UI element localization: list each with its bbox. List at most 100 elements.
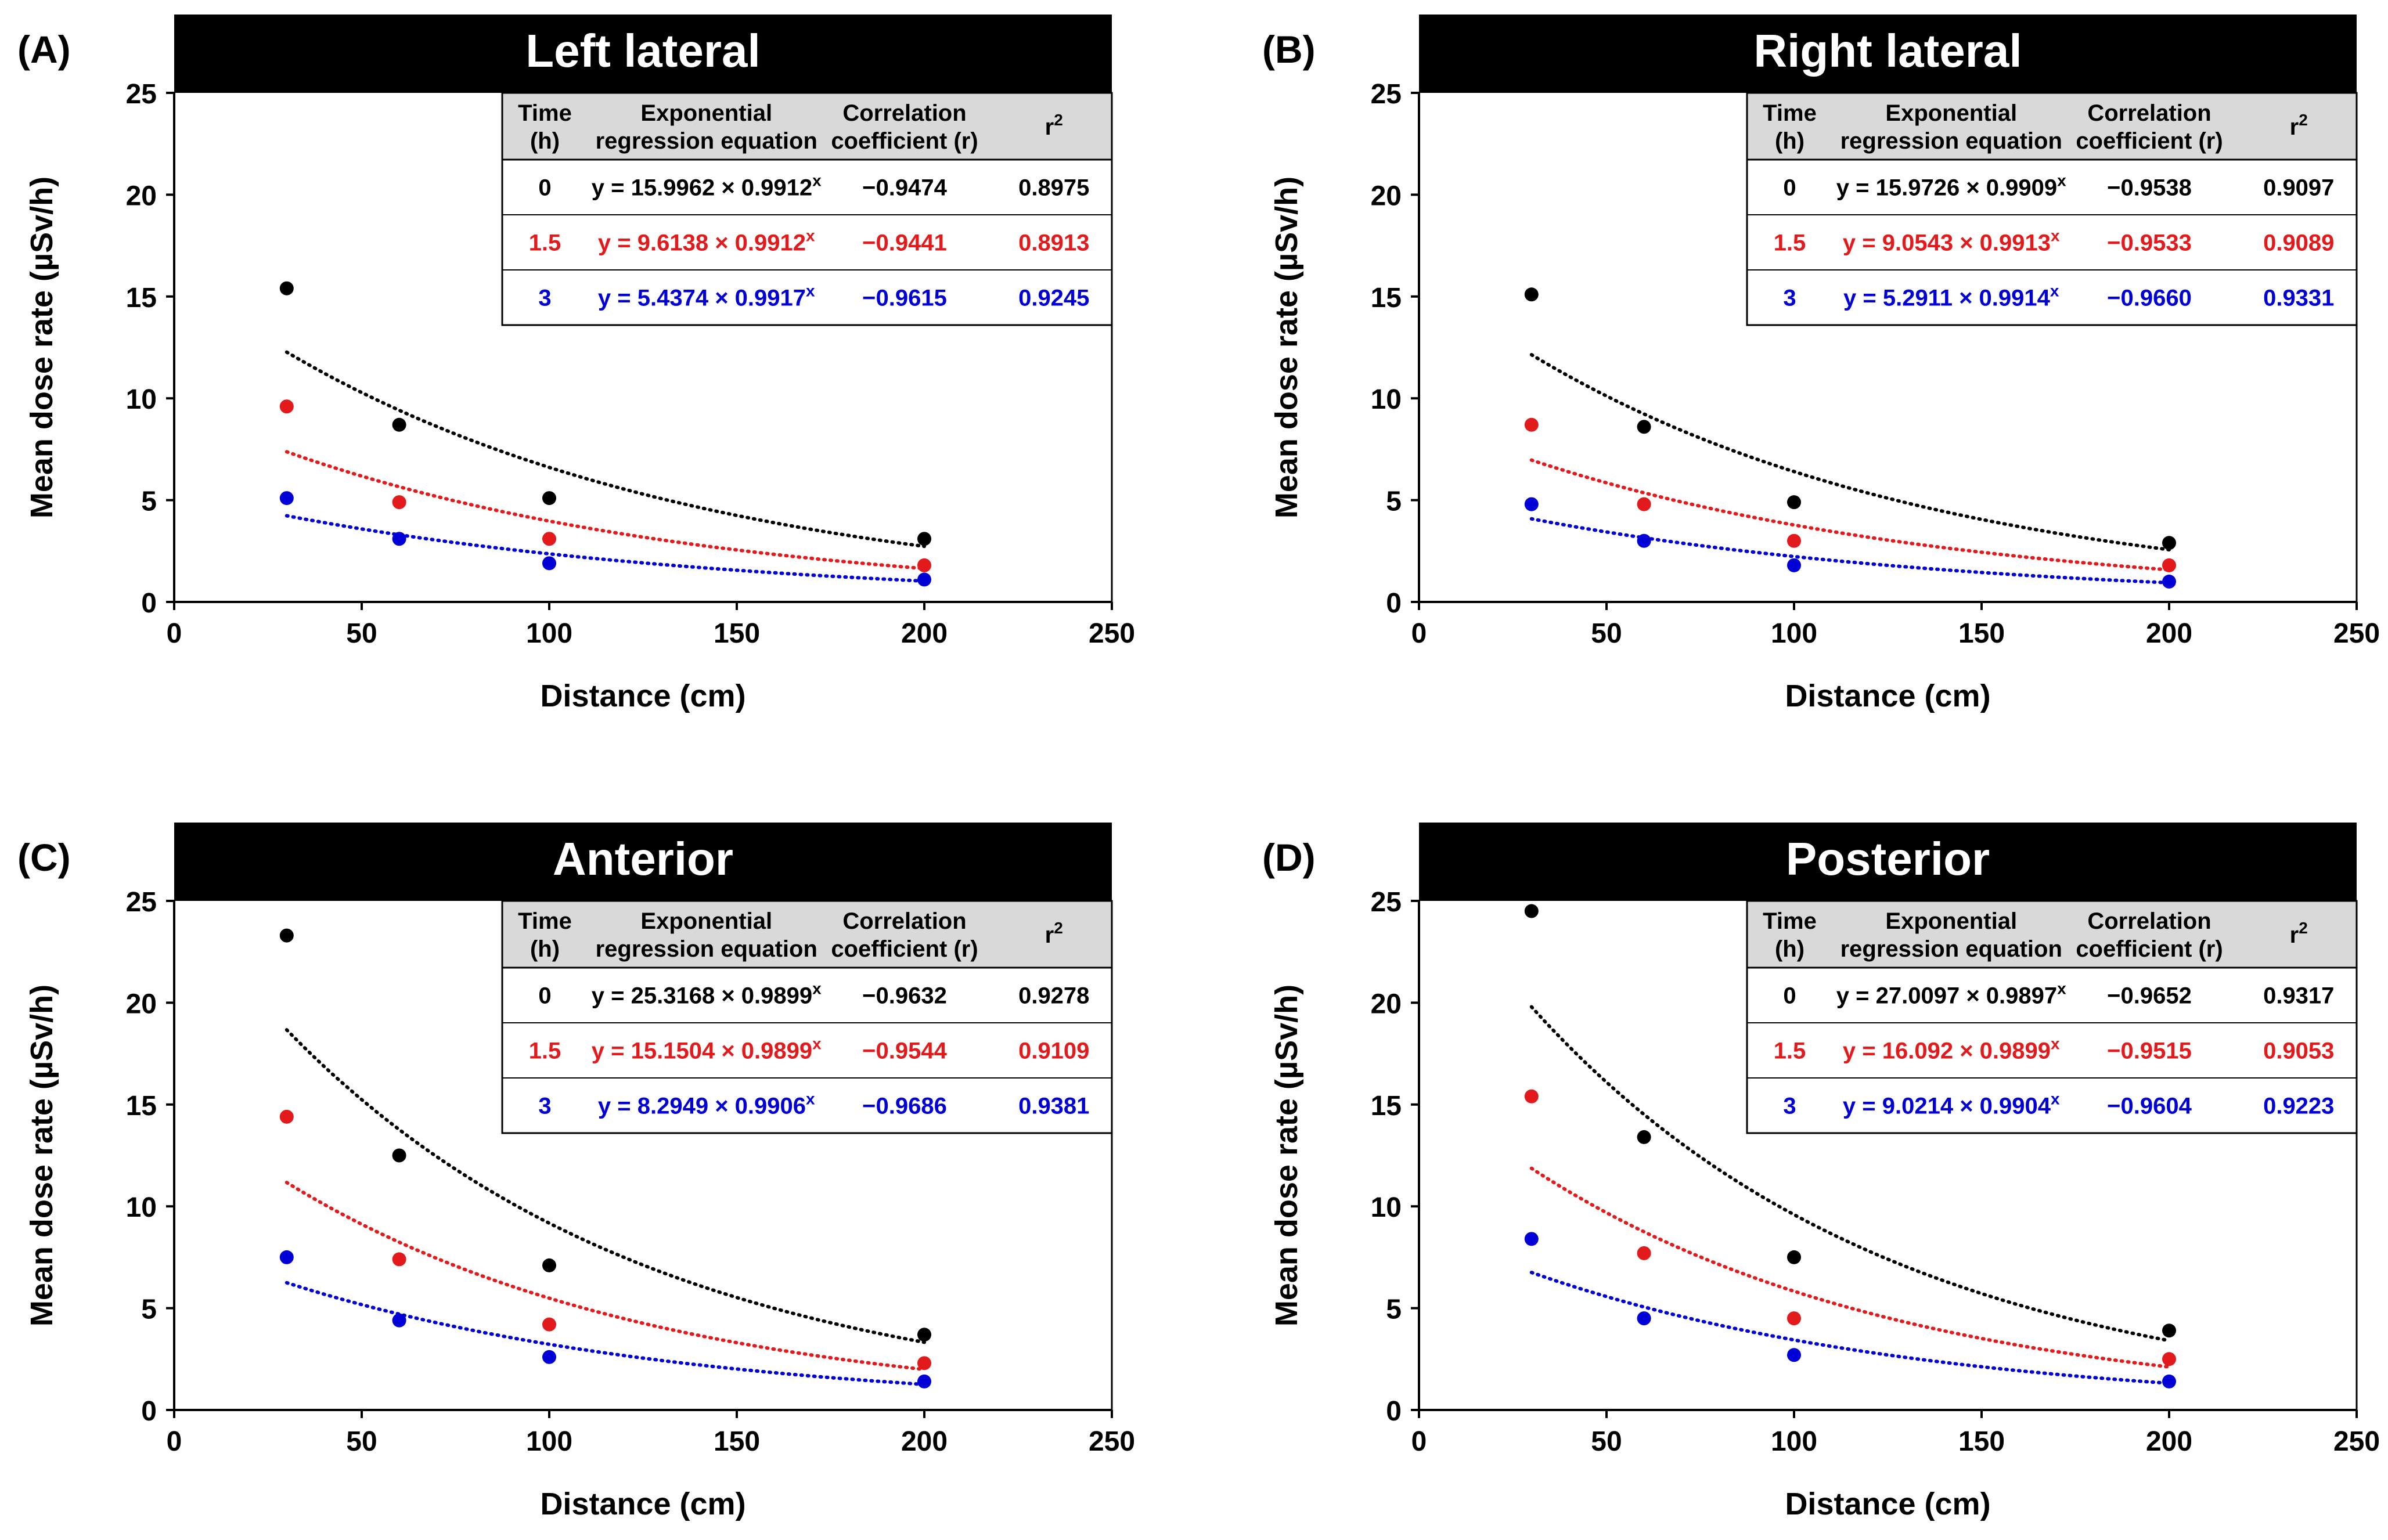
table-equation-cell: y = 5.4374 × 0.9917x [598, 282, 815, 311]
panel-title: Anterior [553, 833, 733, 885]
data-point-1.5 [2162, 1352, 2176, 1366]
table-header-row [1746, 900, 2358, 969]
fit-curve-3 [284, 1281, 926, 1386]
table-r-cell: −0.9474 [862, 175, 947, 201]
table-r2-cell: 0.9381 [1018, 1094, 1089, 1119]
table-equation-cell: y = 9.0214 × 0.9904x [1843, 1090, 2060, 1119]
title-bar [1419, 15, 2357, 93]
x-tick-label: 250 [1089, 1426, 1135, 1457]
data-point-1.5 [1787, 533, 1801, 548]
y-tick-label: 0 [141, 588, 157, 619]
table-r2-cell: 0.9245 [1018, 286, 1089, 311]
header-correlation: Correlation [842, 908, 966, 934]
y-tick-label: 20 [1371, 989, 1402, 1019]
y-tick-label: 25 [1371, 79, 1402, 110]
fit-curve-0 [284, 350, 926, 549]
table-r2-cell: 0.8975 [1018, 175, 1089, 201]
table-r-cell: −0.9604 [2107, 1094, 2192, 1119]
table-equation-cell: y = 15.9726 × 0.9909x [1836, 172, 2066, 201]
x-tick-label: 150 [1958, 618, 2005, 649]
data-point-0 [1637, 420, 1651, 434]
x-tick-label: 200 [2146, 1426, 2192, 1457]
x-tick-label: 150 [714, 618, 760, 649]
data-point-3 [917, 572, 931, 587]
data-point-1.5 [1637, 497, 1651, 511]
y-tick-label: 5 [141, 1294, 157, 1325]
data-point-0 [279, 281, 294, 295]
fit-curve-0 [284, 1028, 926, 1344]
table-r-cell: −0.9544 [862, 1038, 947, 1064]
x-axis-label: Distance (cm) [540, 1487, 745, 1521]
y-tick-label: 15 [126, 1091, 157, 1121]
header-equation: Exponential [640, 100, 772, 126]
x-axis-label: Distance (cm) [1785, 679, 1990, 713]
x-tick-label: 100 [1771, 618, 1817, 649]
panel-label: (B) [1262, 28, 1316, 71]
data-point-1.5 [1637, 1246, 1651, 1260]
fit-curve-3 [284, 514, 926, 583]
data-point-1.5 [917, 1356, 931, 1371]
data-point-1.5 [1524, 1089, 1539, 1103]
header-time: (h) [530, 936, 560, 962]
header-correlation: coefficient (r) [831, 128, 978, 154]
table-equation-cell: y = 8.2949 × 0.9906x [598, 1090, 815, 1119]
panel-title: Left lateral [525, 25, 761, 77]
data-point-0 [1524, 287, 1539, 302]
x-tick-label: 250 [2333, 618, 2380, 649]
data-point-1.5 [542, 1317, 556, 1332]
header-time: Time [518, 100, 572, 126]
table-r-cell: −0.9686 [862, 1094, 947, 1119]
x-tick-label: 0 [167, 1426, 182, 1457]
fit-curve-3 [1529, 1271, 2171, 1385]
y-tick-label: 20 [126, 181, 157, 211]
table-time-cell: 0 [1783, 175, 1796, 201]
table-equation-cell: y = 15.1504 × 0.9899x [592, 1035, 822, 1064]
y-tick-label: 25 [126, 887, 157, 918]
x-tick-label: 250 [2333, 1426, 2380, 1457]
data-point-3 [542, 556, 556, 571]
x-tick-label: 150 [714, 1426, 760, 1457]
y-tick-label: 5 [141, 486, 157, 517]
header-equation: Exponential [640, 908, 772, 934]
table-equation-cell: y = 16.092 × 0.9899x [1843, 1035, 2060, 1064]
x-tick-label: 100 [526, 618, 572, 649]
data-point-3 [917, 1374, 931, 1388]
data-point-0 [1524, 904, 1539, 918]
table-time-cell: 1.5 [1774, 230, 1806, 256]
y-tick-label: 0 [141, 1396, 157, 1427]
y-tick-label: 15 [1371, 283, 1402, 313]
data-point-0 [2162, 1323, 2176, 1338]
x-axis-label: Distance (cm) [540, 679, 745, 713]
title-bar [174, 15, 1112, 93]
data-point-3 [1787, 1348, 1801, 1362]
fit-curve-1.5 [1529, 1166, 2171, 1369]
data-point-3 [542, 1350, 556, 1364]
y-tick-label: 5 [1386, 1294, 1402, 1325]
data-point-0 [542, 1258, 556, 1272]
y-tick-label: 25 [1371, 887, 1402, 918]
panel-label: (C) [17, 836, 71, 879]
x-axis-label: Distance (cm) [1785, 1487, 1990, 1521]
x-tick-label: 0 [1411, 618, 1427, 649]
y-axis-label: Mean dose rate (µSv/h) [24, 176, 59, 518]
y-tick-label: 0 [1386, 1396, 1402, 1427]
table-r-cell: −0.9632 [862, 983, 947, 1009]
header-r2: r2 [1045, 919, 1063, 948]
data-point-0 [917, 1328, 931, 1342]
data-point-3 [1637, 1311, 1651, 1326]
data-point-0 [1787, 1250, 1801, 1264]
table-r2-cell: 0.9089 [2263, 230, 2334, 256]
table-equation-cell: y = 9.6138 × 0.9912x [598, 227, 815, 256]
x-tick-label: 50 [346, 1426, 377, 1457]
data-point-1.5 [392, 495, 406, 510]
header-equation: regression equation [1840, 128, 2062, 154]
header-equation: Exponential [1885, 100, 2017, 126]
table-equation-cell: y = 5.2911 × 0.9914x [1843, 282, 2059, 311]
y-axis-label: Mean dose rate (µSv/h) [1269, 984, 1304, 1326]
data-point-1.5 [542, 532, 556, 546]
header-correlation: Correlation [842, 100, 966, 126]
table-time-cell: 1.5 [529, 1038, 561, 1064]
table-r2-cell: 0.9223 [2263, 1094, 2334, 1119]
